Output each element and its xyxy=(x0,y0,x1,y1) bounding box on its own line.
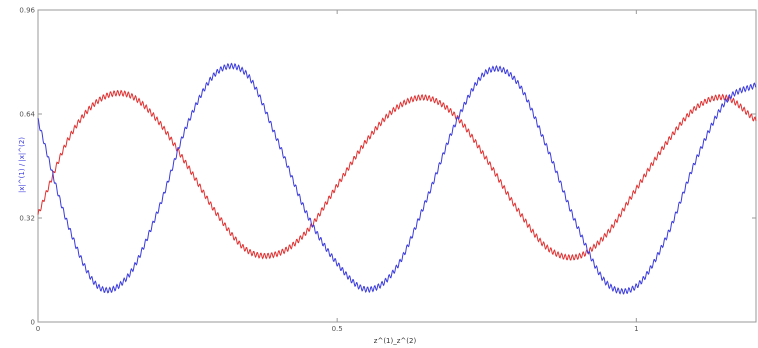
x-axis-label: z^(1)_z^(2) xyxy=(374,337,417,345)
series-line-1 xyxy=(37,89,757,261)
x-tick-label: 0.5 xyxy=(332,325,343,333)
series-layer xyxy=(37,62,757,295)
y-tick-label: 0 xyxy=(31,319,35,327)
plot-frame xyxy=(37,9,757,323)
y-tick-label: 0.96 xyxy=(19,7,35,15)
x-tick-label: 1 xyxy=(634,325,638,333)
y-tick-label: 0.64 xyxy=(19,111,35,119)
y-axis-label: |x|^(1) / |x|^(2) xyxy=(18,137,26,193)
y-tick-label: 0.32 xyxy=(19,215,35,223)
series-line-2 xyxy=(37,62,757,295)
axes xyxy=(37,9,757,323)
tick-labels: 0 0.5 1 0 0.32 0.64 0.96 xyxy=(19,7,638,334)
x-tick-label: 0 xyxy=(36,325,40,333)
